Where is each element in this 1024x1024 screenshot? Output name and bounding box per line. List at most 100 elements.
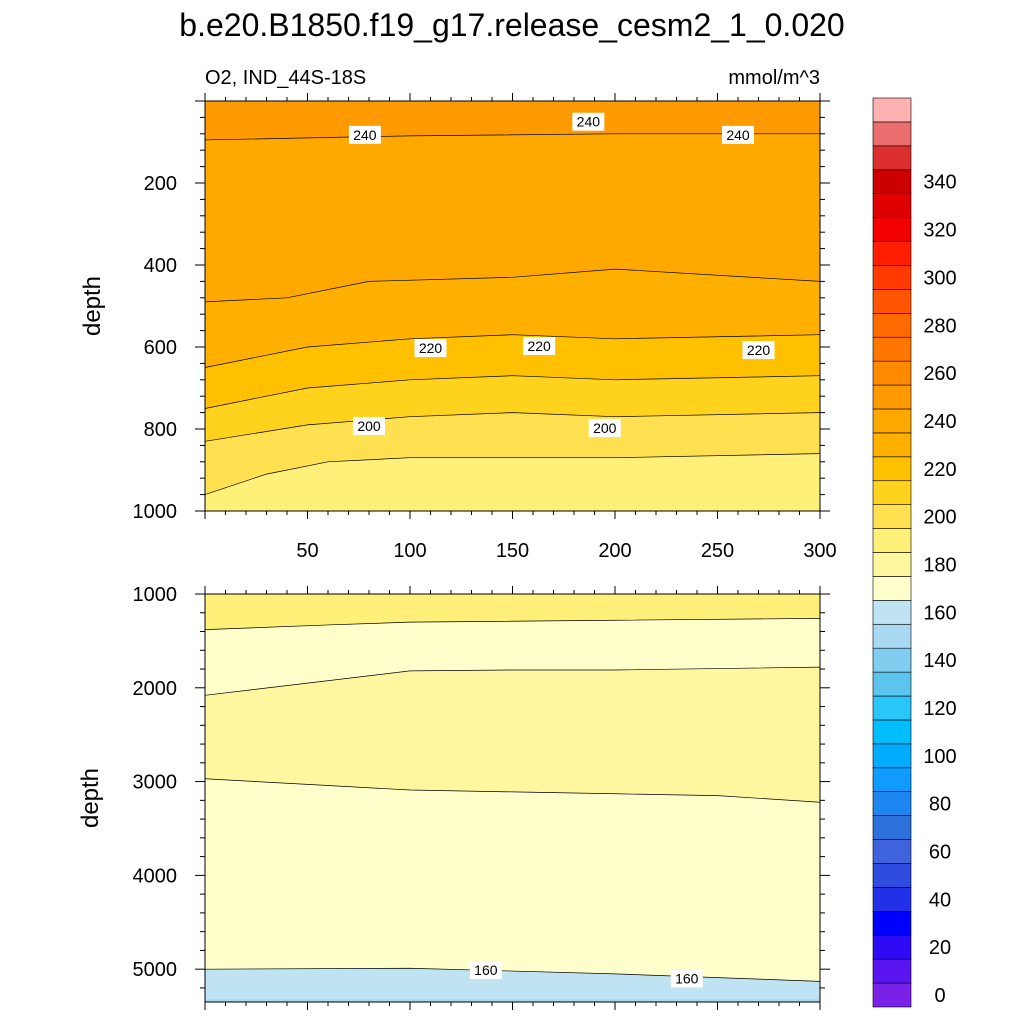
colorbar-swatch <box>872 982 912 1008</box>
lower-y-tick-label: 5000 <box>133 959 178 981</box>
upper-contour-labels: 240 240 240 220 220 220 200 200 <box>348 112 775 437</box>
colorbar-swatch <box>872 193 912 218</box>
colorbar-tick-label: 220 <box>923 459 956 481</box>
colorbar-tick-label: 280 <box>923 315 956 337</box>
upper-y-tick-label: 1000 <box>133 501 178 523</box>
upper-contour-fill <box>205 101 820 511</box>
colorbar-swatch <box>872 863 912 888</box>
upper-contour-label: 240 <box>722 125 754 144</box>
colorbar-swatch <box>872 528 912 553</box>
svg-text:200: 200 <box>357 418 381 434</box>
colorbar-tick-label: 60 <box>929 842 951 864</box>
lower-contour-labels: 160 160 <box>469 961 703 988</box>
upper-contour-label: 200 <box>353 416 385 435</box>
upper-y-axis-label: depth <box>79 276 106 336</box>
upper-contour-label: 240 <box>348 125 381 144</box>
colorbar-swatch <box>872 145 912 171</box>
colorbar-swatch <box>872 312 912 338</box>
upper-contour-line-2 <box>205 334 820 368</box>
colorbar: 0 20 40 60 80 100 120 140 160 180 200 220 240 260 280 3… <box>872 97 957 1008</box>
colorbar-swatch <box>872 121 912 147</box>
colorbar-swatch <box>872 552 912 577</box>
upper-y-tick-label: 600 <box>144 337 177 359</box>
upper-contour-label: 220 <box>742 341 775 360</box>
lower-y-tick-label: 1000 <box>133 584 178 606</box>
lower-band-below-2 <box>205 778 820 1002</box>
colorbar-swatch <box>872 336 912 362</box>
colorbar-swatch <box>872 743 912 769</box>
upper-x-tick-label: 50 <box>296 540 318 562</box>
svg-text:160: 160 <box>474 962 498 978</box>
lower-y-tick-label: 3000 <box>133 772 178 794</box>
colorbar-tick-label: 320 <box>923 220 956 242</box>
upper-contour-label: 220 <box>523 337 556 355</box>
colorbar-swatch <box>872 97 912 123</box>
right-subtitle: mmol/m^3 <box>728 67 820 89</box>
colorbar-tick-label: 140 <box>923 650 956 672</box>
colorbar-swatch <box>872 432 912 458</box>
svg-text:200: 200 <box>593 420 617 436</box>
upper-contour-line-5 <box>205 453 820 495</box>
svg-text:160: 160 <box>675 970 699 986</box>
upper-contour-line-3 <box>205 375 820 409</box>
colorbar-tick-label: 180 <box>923 554 956 576</box>
colorbar-swatch <box>872 767 912 793</box>
lower-y-axis: 1000 2000 3000 4000 5000 <box>133 584 830 989</box>
colorbar-tick-label: 300 <box>923 267 956 289</box>
svg-text:220: 220 <box>747 342 771 358</box>
colorbar-tick-label: 340 <box>923 172 956 194</box>
upper-x-tick-label: 100 <box>393 540 426 562</box>
upper-x-tick-label: 300 <box>803 540 836 562</box>
lower-y-axis-label: depth <box>77 768 104 828</box>
lower-y-tick-label: 4000 <box>133 865 178 887</box>
colorbar-swatch <box>872 958 912 984</box>
colorbar-swatch <box>872 600 912 625</box>
svg-text:240: 240 <box>726 127 750 143</box>
colorbar-swatch <box>872 839 912 864</box>
upper-band-below-5 <box>205 453 820 511</box>
chart-title: b.e20.B1850.f19_g17.release_cesm2_1_0.02… <box>179 7 844 43</box>
lower-panel: 160 160 1000 2000 3000 4000 5000 depth <box>77 584 830 1010</box>
lower-band-deepest <box>205 999 820 1002</box>
colorbar-tick-label: 260 <box>923 363 956 385</box>
lower-y-tick-label: 2000 <box>133 678 178 700</box>
colorbar-swatch <box>872 241 912 266</box>
upper-panel: 240 240 240 220 220 220 200 200 50 100 150 200 250 3… <box>79 93 837 562</box>
lower-x-axis <box>204 586 821 1010</box>
lower-contour-line-2 <box>205 778 820 803</box>
upper-contour-line-0 <box>205 133 820 141</box>
colorbar-swatch <box>872 576 912 601</box>
colorbar-tick-label: 120 <box>923 698 956 720</box>
upper-y-axis: 200 400 600 800 1000 <box>133 100 830 523</box>
colorbar-swatch <box>872 623 912 649</box>
svg-text:220: 220 <box>419 340 443 356</box>
colorbar-tick-label: 0 <box>934 985 945 1007</box>
svg-text:240: 240 <box>353 127 377 143</box>
upper-y-tick-label: 800 <box>144 419 177 441</box>
upper-x-tick-label: 200 <box>598 540 631 562</box>
colorbar-swatch <box>872 384 912 410</box>
lower-contour-label: 160 <box>469 961 502 980</box>
left-subtitle: O2, IND_44S-18S <box>205 67 366 89</box>
colorbar-tick-label: 160 <box>923 602 956 624</box>
colorbar-swatch <box>872 360 912 386</box>
colorbar-swatch <box>872 719 912 745</box>
upper-x-tick-label: 250 <box>701 540 734 562</box>
svg-text:240: 240 <box>577 114 601 130</box>
colorbar-swatch <box>872 671 912 697</box>
upper-contour-lines <box>205 133 820 495</box>
colorbar-swatch <box>872 791 912 816</box>
upper-x-axis: 50 100 150 200 250 300 <box>204 93 837 562</box>
colorbar-swatch <box>872 647 912 673</box>
lower-band-below-3 <box>205 968 820 1002</box>
colorbar-tick-label: 240 <box>923 411 956 433</box>
colorbar-tick-label: 80 <box>929 794 951 816</box>
upper-y-tick-label: 400 <box>144 255 177 277</box>
colorbar-swatch <box>872 289 912 314</box>
colorbar-tick-label: 200 <box>923 507 956 529</box>
upper-contour-line-4 <box>205 412 820 442</box>
colorbar-swatch <box>872 265 912 290</box>
colorbar-swatch <box>872 911 912 936</box>
lower-contour-line-0 <box>205 618 820 630</box>
colorbar-tick-label: 40 <box>929 889 951 911</box>
